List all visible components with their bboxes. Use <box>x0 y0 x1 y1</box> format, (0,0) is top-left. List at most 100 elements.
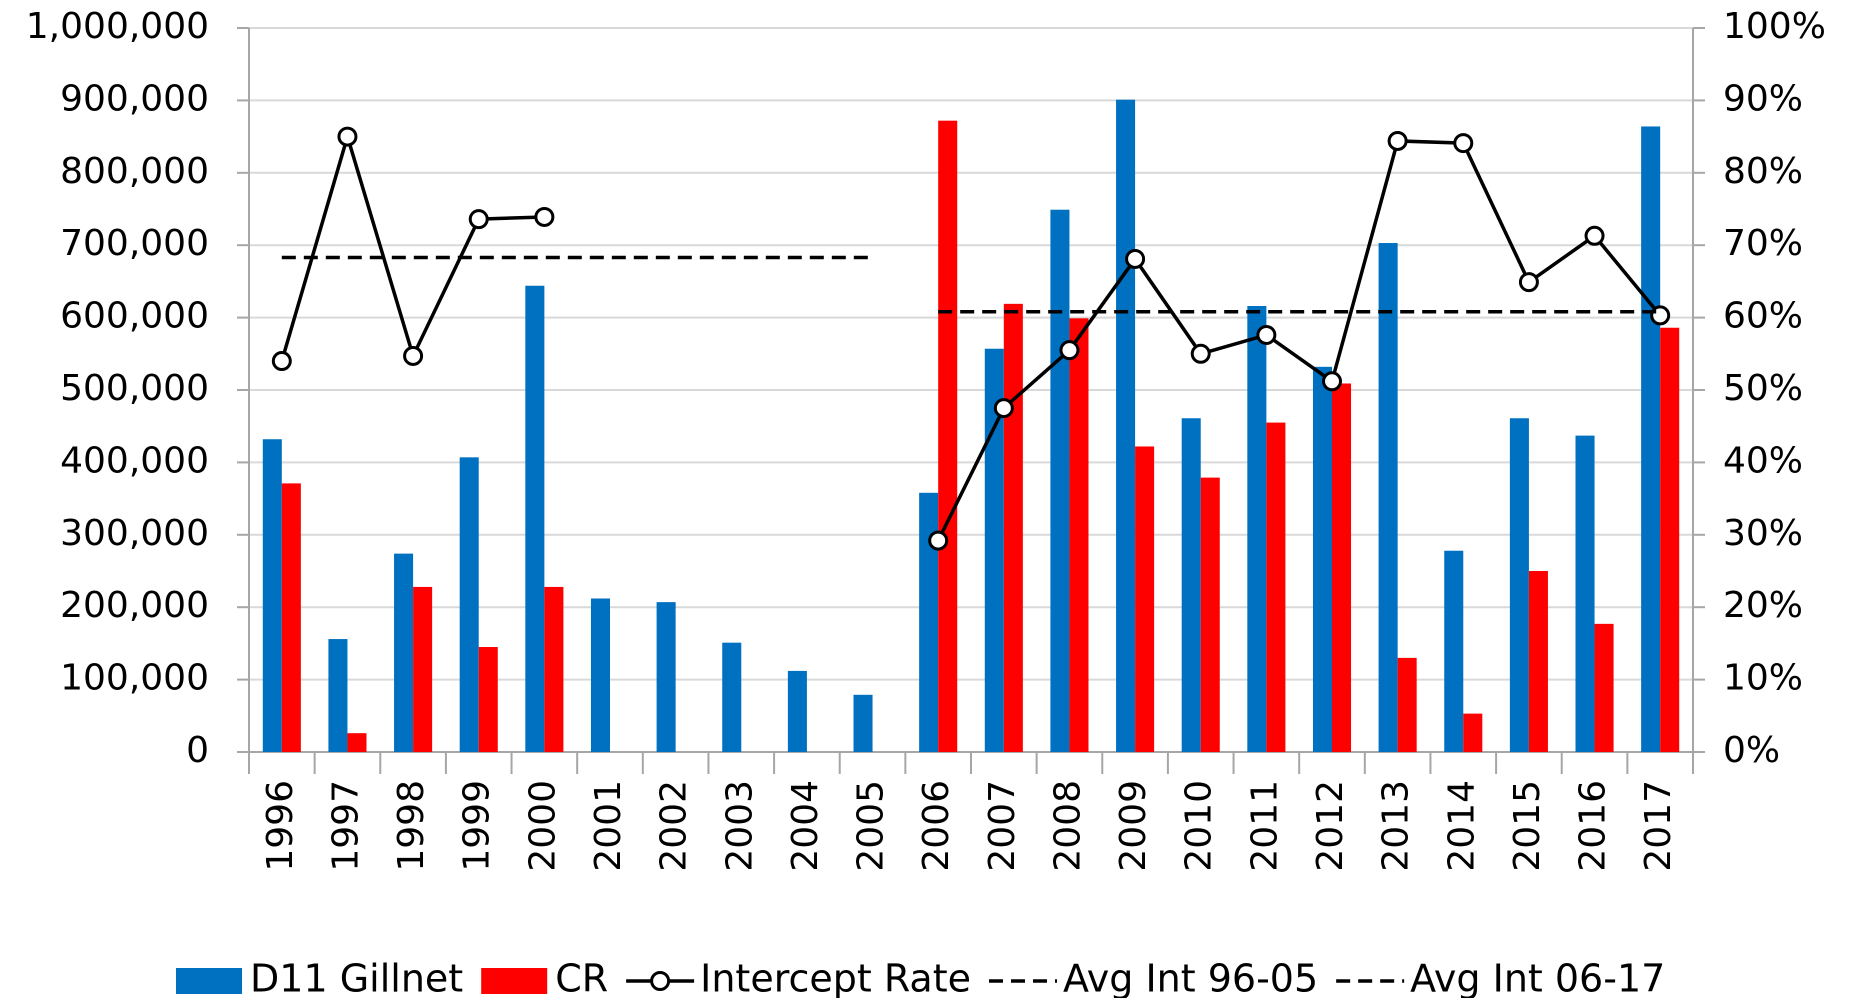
x-tick-label: 2011 <box>1244 780 1285 872</box>
y2-tick-label: 30% <box>1723 513 1803 554</box>
legend-item: CR <box>481 957 608 998</box>
point <box>403 345 424 366</box>
x-tick-label: 2016 <box>1573 780 1614 872</box>
x-tick-label: 2002 <box>654 780 695 872</box>
y2-tick-label: 50% <box>1723 368 1803 409</box>
y-tick-label: 400,000 <box>60 440 209 481</box>
bar <box>656 602 676 752</box>
x-tick-label: 2008 <box>1047 780 1088 872</box>
bar <box>1135 446 1155 752</box>
bar <box>590 598 610 752</box>
bar <box>347 733 367 752</box>
bar <box>544 586 564 752</box>
bar <box>722 642 742 752</box>
bar <box>938 120 958 752</box>
point <box>1518 272 1539 293</box>
bar <box>1181 418 1201 752</box>
legend-item: Intercept Rate <box>626 957 971 998</box>
legend-label: Avg Int 06-17 <box>1410 957 1665 998</box>
bar <box>1003 303 1023 752</box>
bar <box>1594 623 1614 752</box>
bar <box>1397 657 1417 752</box>
y2-tick-label: 60% <box>1723 296 1803 337</box>
bar <box>1332 383 1352 752</box>
x-tick-label: 2006 <box>916 780 957 872</box>
x-tick-label: 2017 <box>1638 780 1679 872</box>
bar <box>1660 327 1680 752</box>
bar <box>328 639 348 752</box>
y-tick-label: 300,000 <box>60 513 209 554</box>
bar <box>1509 418 1529 752</box>
point <box>1584 225 1605 246</box>
x-tick-label: 2003 <box>719 780 760 872</box>
x-tick-label: 2000 <box>522 780 563 872</box>
x-tick-label: 2015 <box>1507 780 1548 872</box>
point <box>534 206 555 227</box>
y2-tick-label: 10% <box>1723 658 1803 699</box>
y2-tick-label: 90% <box>1723 78 1803 119</box>
x-tick-label: 2010 <box>1179 780 1220 872</box>
y2-tick-label: 0% <box>1723 730 1780 771</box>
x-tick-label: 2014 <box>1441 780 1482 872</box>
bar <box>1641 126 1661 753</box>
y2-tick-label: 80% <box>1723 151 1803 192</box>
y2-tick-label: 20% <box>1723 585 1803 626</box>
y-tick-label: 500,000 <box>60 368 209 409</box>
y-tick-label: 200,000 <box>60 585 209 626</box>
legend-label: CR <box>555 957 608 998</box>
y-tick-label: 700,000 <box>60 223 209 264</box>
bar <box>1463 713 1483 752</box>
bar <box>525 285 545 752</box>
point <box>1059 340 1080 361</box>
legend-item: Avg Int 06-17 <box>1336 957 1665 998</box>
legend-swatch <box>176 968 242 994</box>
bar <box>919 492 939 752</box>
point <box>1322 371 1342 392</box>
bar <box>262 439 282 752</box>
y-tick-label: 900,000 <box>60 78 209 119</box>
legend-item: D11 Gillnet <box>176 957 463 998</box>
x-tick-label: 1997 <box>325 780 366 872</box>
y-tick-label: 0 <box>186 730 209 771</box>
x-tick-label: 2004 <box>785 780 826 872</box>
point <box>1453 133 1474 154</box>
bar <box>281 483 301 752</box>
y2-tick-label: 70% <box>1723 223 1803 264</box>
point <box>1650 305 1671 326</box>
legend-label: D11 Gillnet <box>250 957 463 998</box>
bar <box>1247 306 1267 752</box>
bar <box>1200 477 1220 752</box>
bar <box>1444 550 1464 752</box>
legend-label: Intercept Rate <box>700 957 971 998</box>
point <box>993 398 1014 419</box>
legend-marker <box>650 971 671 991</box>
y-tick-label: 100,000 <box>60 658 209 699</box>
y-tick-label: 600,000 <box>60 296 209 337</box>
x-tick-label: 2013 <box>1376 780 1417 872</box>
x-tick-label: 2007 <box>982 780 1023 872</box>
y2-tick-label: 40% <box>1723 440 1803 481</box>
bar <box>413 586 433 752</box>
x-tick-label: 2012 <box>1310 780 1351 872</box>
point <box>928 530 949 551</box>
x-tick-label: 2001 <box>588 780 629 872</box>
point <box>271 351 292 372</box>
legend-item: Avg Int 96-05 <box>989 957 1318 998</box>
bar <box>1266 422 1286 752</box>
x-tick-label: 1999 <box>457 780 498 872</box>
line <box>280 130 1662 542</box>
bar <box>1575 435 1595 752</box>
point <box>1125 248 1146 269</box>
x-tick-label: 1996 <box>260 780 301 872</box>
bar <box>478 647 498 752</box>
legend-label: Avg Int 96-05 <box>1063 957 1318 998</box>
y-tick-label: 800,000 <box>60 151 209 192</box>
point <box>1190 343 1211 364</box>
point <box>1256 324 1277 345</box>
bar <box>1528 571 1548 752</box>
bar <box>1050 209 1070 752</box>
bar <box>459 457 479 752</box>
x-tick-label: 2005 <box>851 780 892 872</box>
point <box>1387 130 1408 151</box>
